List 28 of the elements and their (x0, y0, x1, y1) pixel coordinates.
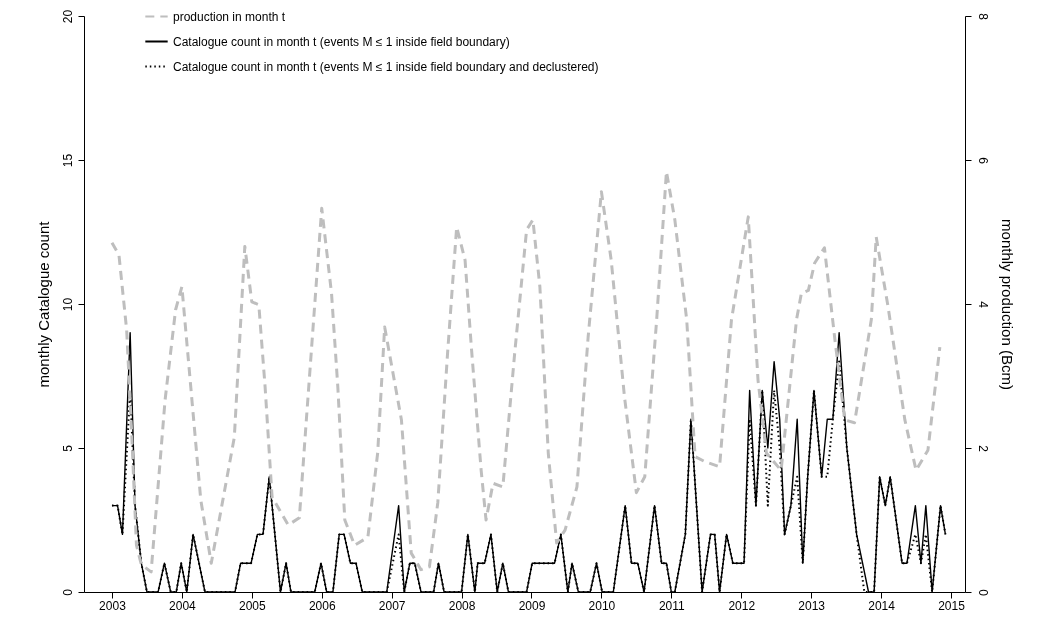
y-tick-label: 0 (60, 588, 75, 596)
y2-tick-label: 8 (975, 13, 990, 21)
y-tick-label: 20 (60, 9, 75, 24)
y2-tick-label: 0 (975, 589, 990, 597)
x-tick-label: 2011 (658, 598, 686, 613)
y-tick-label: 10 (60, 297, 75, 312)
x-tick-label: 2010 (588, 598, 616, 613)
y2-axis-title: monthly production (Bcm) (998, 219, 1016, 390)
x-tick-label: 2003 (99, 598, 127, 613)
x-tick-label: 2008 (448, 598, 476, 613)
y2-tick-label: 6 (975, 157, 990, 165)
x-tick-label: 2007 (378, 598, 406, 613)
legend-label: Catalogue count in month t (events M ≤ 1 inside field boundary) (173, 34, 510, 49)
y2-tick-label: 2 (975, 445, 990, 453)
x-tick-label: 2015 (938, 598, 966, 613)
y2-tick-label: 4 (975, 301, 990, 309)
x-tick-label: 2005 (238, 598, 266, 613)
x-tick-label: 2014 (868, 598, 896, 613)
legend-label: Catalogue count in month t (events M ≤ 1 inside field boundary and declustered) (173, 59, 599, 74)
x-tick-label: 2004 (169, 598, 197, 613)
x-tick-label: 2013 (798, 598, 826, 613)
y-tick-label: 15 (60, 153, 75, 168)
x-tick-label: 2006 (308, 598, 336, 613)
legend-label: production in month t (173, 9, 286, 24)
y-axis-title: monthly Catalogue count (34, 220, 52, 388)
x-tick-label: 2012 (728, 598, 756, 613)
x-tick-label: 2009 (518, 598, 546, 613)
y-tick-label: 5 (60, 444, 75, 452)
